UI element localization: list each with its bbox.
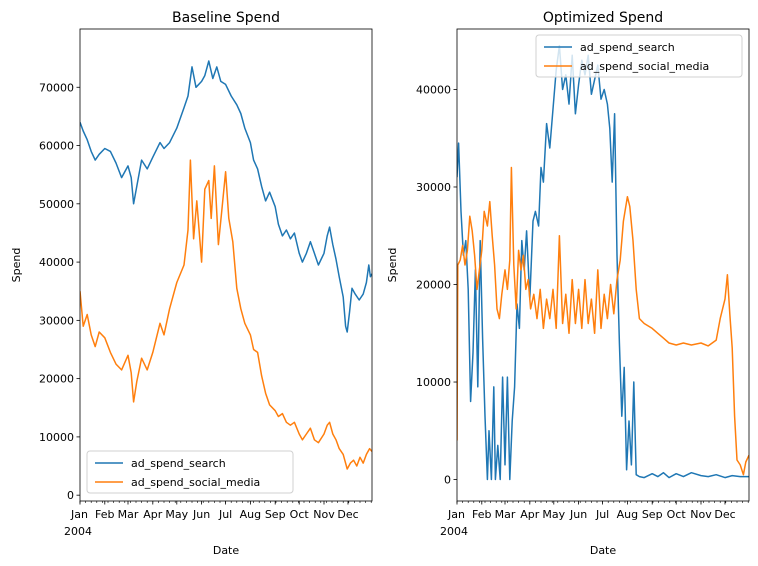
x-tick-label: Aug (240, 508, 261, 521)
x-tick-label: May (542, 508, 565, 521)
y-axis-label: Spend (386, 248, 399, 283)
x-tick-label: Jul (595, 508, 609, 521)
y-axis-label: Spend (10, 248, 23, 283)
y-tick-label: 10000 (39, 431, 74, 444)
legend-label: ad_spend_social_media (131, 476, 260, 489)
series-line-ad-spend-search (457, 44, 749, 481)
legend-label: ad_spend_social_media (580, 60, 709, 73)
x-tick-label: Apr (520, 508, 540, 521)
x-tick-label: Mar (495, 508, 516, 521)
y-tick-label: 30000 (416, 181, 451, 194)
x-tick-label: Apr (143, 508, 163, 521)
x-tick-label: Jun (569, 508, 587, 521)
legend: ad_spend_search ad_spend_social_media (535, 34, 743, 78)
series-line-ad-spend-search (80, 60, 372, 333)
x-tick-label: Nov (690, 508, 712, 521)
y-tick-label: 10000 (416, 376, 451, 389)
x-tick-label: Oct (290, 508, 310, 521)
y-tick-label: 60000 (39, 140, 74, 153)
x-tick-label: May (165, 508, 188, 521)
legend-label: ad_spend_search (131, 457, 226, 470)
y-tick-label: 20000 (39, 373, 74, 386)
x-axis-label: Date (213, 544, 240, 557)
chart-title: Optimized Spend (543, 10, 663, 26)
x-tick-label: Dec (337, 508, 358, 521)
panel-baseline-spend: Baseline Spend Date Spend 2004 0 10000 200… (10, 10, 373, 557)
series-line-ad-spend-social-media (80, 159, 372, 470)
x-axis-label: Date (590, 544, 617, 557)
legend: ad_spend_search ad_spend_social_media (86, 450, 294, 494)
legend-label: ad_spend_search (580, 41, 675, 54)
x-tick-label: Nov (313, 508, 335, 521)
legend-box (535, 34, 743, 78)
x-tick-label: Jan (447, 508, 465, 521)
x-tick-label: Mar (118, 508, 139, 521)
x-year-label: 2004 (440, 525, 468, 538)
x-tick-label: Sep (642, 508, 663, 521)
x-tick-label: Dec (714, 508, 735, 521)
series-line-ad-spend-social-media (457, 166, 749, 476)
y-tick-label: 40000 (416, 83, 451, 96)
panel-optimized-spend: Optimized Spend Date Spend 2004 0 10000 20… (386, 10, 750, 557)
x-tick-label: Oct (667, 508, 687, 521)
x-year-label: 2004 (64, 525, 92, 538)
y-tick-label: 0 (444, 474, 451, 487)
y-tick-label: 70000 (39, 81, 74, 94)
plot-frame (456, 28, 750, 502)
plot-frame (79, 28, 373, 502)
x-tick-label: Feb (472, 508, 491, 521)
y-tick-label: 30000 (39, 314, 74, 327)
x-tick-label: Jul (218, 508, 232, 521)
x-tick-label: Feb (95, 508, 114, 521)
x-tick-label: Jun (192, 508, 210, 521)
y-tick-label: 20000 (416, 279, 451, 292)
x-tick-label: Aug (617, 508, 638, 521)
y-tick-label: 0 (67, 489, 74, 502)
y-tick-label: 50000 (39, 198, 74, 211)
y-tick-label: 40000 (39, 256, 74, 269)
x-tick-label: Jan (70, 508, 88, 521)
chart-title: Baseline Spend (172, 10, 280, 26)
x-tick-label: Sep (265, 508, 286, 521)
legend-box (86, 450, 294, 494)
